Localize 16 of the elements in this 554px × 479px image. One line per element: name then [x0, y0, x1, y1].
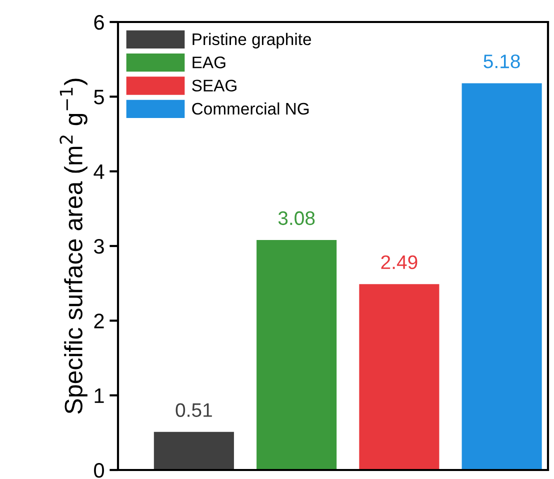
- data-label: 5.18: [484, 54, 520, 68]
- data-label: 2.49: [381, 255, 418, 270]
- y-tick-label: 6: [94, 15, 104, 30]
- data-label: 0.51: [176, 403, 212, 417]
- legend-label: Pristine graphite: [192, 32, 312, 48]
- y-tick-label: 0: [94, 463, 104, 478]
- y-tick-label: 4: [94, 164, 104, 179]
- data-label: 3.08: [278, 211, 315, 226]
- legend-label: SEAG: [192, 80, 236, 92]
- y-tick-label: 2: [94, 314, 104, 328]
- y-axis-title: Specific surface area (m$^{2}$ g$^{−1}$): [60, 78, 88, 414]
- y-tick-label: 5: [94, 90, 104, 104]
- legend-label: EAG: [192, 56, 226, 68]
- y-tick-label: 3: [94, 239, 104, 254]
- legend-label: Commercial NG: [192, 102, 309, 115]
- y-tick-label: 1: [94, 388, 104, 403]
